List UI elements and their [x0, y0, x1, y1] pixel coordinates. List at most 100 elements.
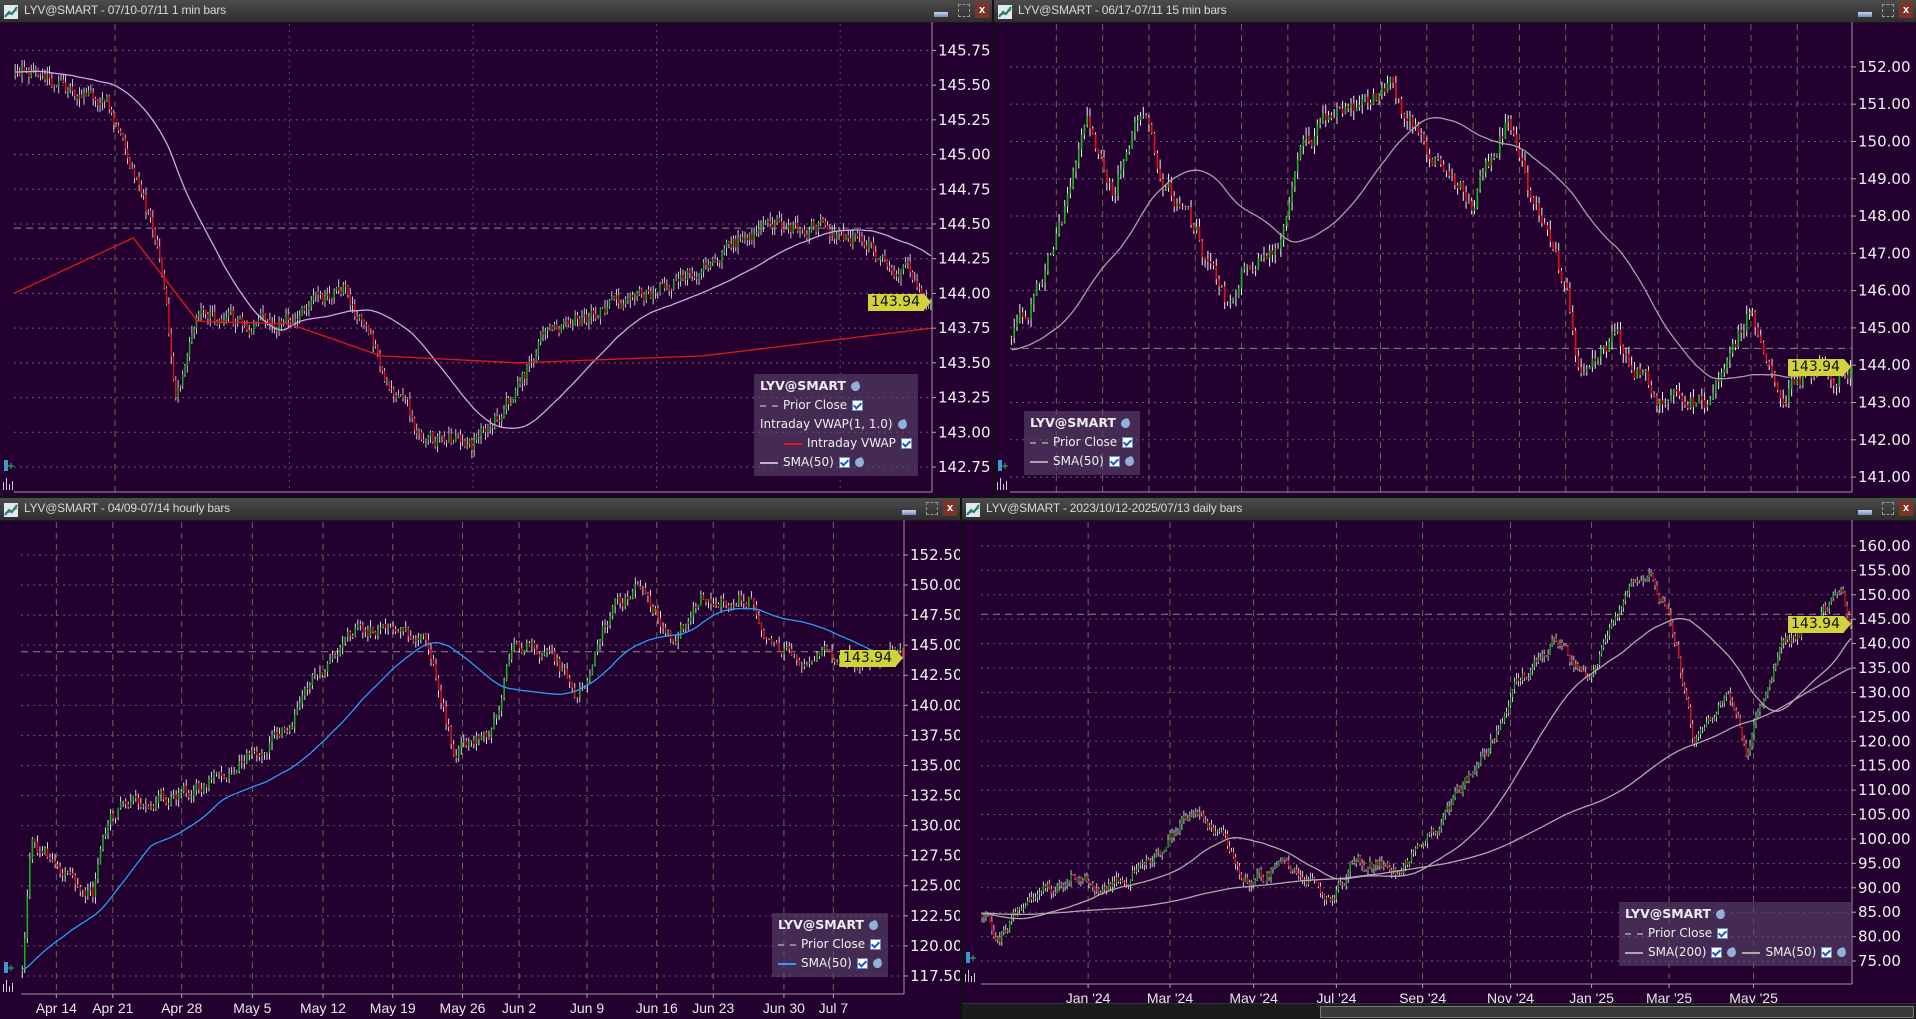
chart-body[interactable]: 152.00 151.00 150.00 149.00 148.00 147.00 146.… [994, 22, 1916, 496]
candle [1734, 343, 1737, 348]
candle [102, 837, 104, 850]
chart-legend[interactable]: LYV@SMART Prior Close SMA(200) SMA(50) [1619, 902, 1853, 966]
visibility-checkbox[interactable] [1717, 928, 1729, 939]
candle [644, 587, 647, 594]
title-bar[interactable]: LYV@SMART - 06/17-07/11 15 min bars x [994, 0, 1916, 23]
price-chart[interactable]: 152.00151.00150.00149.00148.00147.00146.… [994, 22, 1916, 496]
candle [1428, 832, 1430, 835]
visibility-checkbox[interactable] [1711, 947, 1723, 958]
close-button[interactable]: x [943, 500, 957, 516]
candle [1344, 106, 1347, 114]
chart-tool-icons[interactable] [996, 458, 1010, 490]
title-bar[interactable]: LYV@SMART - 07/10-07/11 1 min bars x [0, 0, 992, 23]
wrench-icon[interactable] [871, 957, 884, 970]
candle [1187, 818, 1189, 820]
candle [81, 94, 83, 97]
chart-app-icon [4, 502, 18, 517]
candle [490, 728, 493, 738]
visibility-checkbox[interactable] [870, 939, 882, 950]
candle [202, 308, 205, 310]
candle [1406, 860, 1409, 865]
candle [879, 256, 882, 260]
chart-legend[interactable]: LYV@SMART Prior Close SMA(50) [772, 913, 888, 977]
wrench-icon[interactable] [1123, 455, 1136, 468]
chart-tool-icons[interactable] [964, 950, 978, 982]
wrench-icon[interactable] [849, 380, 862, 393]
title-bar[interactable]: LYV@SMART - 2023/10/12-2025/07/13 daily … [962, 498, 1916, 521]
chart-body[interactable]: 145.75 145.50 145.25 145.00 144.75 144.50 144.… [0, 22, 992, 496]
close-button[interactable]: x [1899, 2, 1913, 18]
candle [1089, 116, 1091, 129]
x-tick-label: May 26 [440, 1000, 486, 1016]
visibility-checkbox[interactable] [900, 438, 912, 449]
candle [1018, 312, 1021, 323]
candle [672, 638, 674, 642]
candle [190, 795, 193, 797]
candle [1719, 701, 1721, 706]
wrench-icon[interactable] [867, 919, 880, 932]
maximize-button[interactable] [1882, 502, 1894, 515]
candle [294, 319, 296, 322]
candle [790, 648, 793, 656]
close-button[interactable]: x [1899, 500, 1913, 516]
minimize-button[interactable] [1858, 12, 1872, 17]
candle [1331, 897, 1333, 902]
maximize-button[interactable] [1882, 4, 1894, 17]
candle [1156, 153, 1159, 169]
last-price-tag: 143.94 [1788, 616, 1851, 634]
candle [448, 434, 450, 442]
candle [1531, 667, 1533, 670]
wrench-icon[interactable] [1714, 908, 1727, 921]
price-chart[interactable]: 160.00155.00150.00145.00140.00135.00130.… [962, 520, 1916, 1019]
candle [1751, 311, 1754, 313]
candle [1033, 295, 1035, 305]
candle [787, 224, 790, 229]
candle [1110, 883, 1112, 888]
visibility-checkbox[interactable] [1108, 456, 1120, 467]
wrench-icon[interactable] [1726, 946, 1738, 959]
wrench-icon[interactable] [896, 418, 908, 431]
legend-label: SMA(50) [1053, 454, 1104, 468]
candle [1678, 391, 1681, 396]
sma-50--line [981, 617, 1852, 920]
chart-tool-icons[interactable] [2, 960, 16, 992]
candle [1526, 172, 1529, 190]
visibility-checkbox[interactable] [838, 457, 850, 468]
maximize-button[interactable] [958, 4, 970, 17]
chart-body[interactable]: 152.50 150.00 147.50 145.00 142.50 140.00 137.… [0, 520, 960, 1019]
chart-legend[interactable]: LYV@SMART Prior Close Intraday VWAP(1, 1.0… [754, 374, 918, 476]
visibility-checkbox[interactable] [852, 400, 864, 411]
candle [168, 304, 170, 334]
candle [235, 770, 238, 774]
wrench-icon[interactable] [853, 456, 866, 469]
candle [161, 258, 163, 274]
candle [1040, 891, 1042, 893]
price-chart[interactable]: 145.75145.50145.25145.00144.75144.50144.… [0, 22, 992, 496]
candle [621, 603, 624, 607]
title-bar[interactable]: LYV@SMART - 04/09-07/14 hourly bars x [0, 498, 960, 521]
scrollbar-thumb[interactable] [1320, 1006, 1914, 1018]
candle [1432, 829, 1434, 833]
wrench-icon[interactable] [1119, 417, 1132, 430]
visibility-checkbox[interactable] [1122, 437, 1134, 448]
visibility-checkbox[interactable] [856, 958, 868, 969]
chart-legend[interactable]: LYV@SMART Prior Close SMA(50) [1024, 411, 1140, 475]
minimize-button[interactable] [902, 510, 916, 515]
chart-tool-icons[interactable] [2, 458, 16, 490]
time-scrollbar[interactable] [962, 1003, 1916, 1019]
maximize-button[interactable] [926, 502, 938, 515]
visibility-checkbox[interactable] [1821, 947, 1833, 958]
minimize-button[interactable] [934, 12, 948, 17]
candle [608, 300, 611, 307]
close-button[interactable]: x [975, 2, 989, 18]
minimize-button[interactable] [1858, 510, 1872, 515]
chart-body[interactable]: 160.00 155.00 150.00 145.00 140.00 135.00 130.… [962, 520, 1916, 1019]
candle [1512, 130, 1515, 135]
candle [1757, 711, 1759, 717]
candle [505, 397, 507, 410]
wrench-icon[interactable] [1835, 946, 1848, 959]
candle [1048, 883, 1050, 890]
candle [893, 270, 895, 277]
candle [1201, 812, 1203, 814]
legend-swatch [784, 442, 802, 445]
